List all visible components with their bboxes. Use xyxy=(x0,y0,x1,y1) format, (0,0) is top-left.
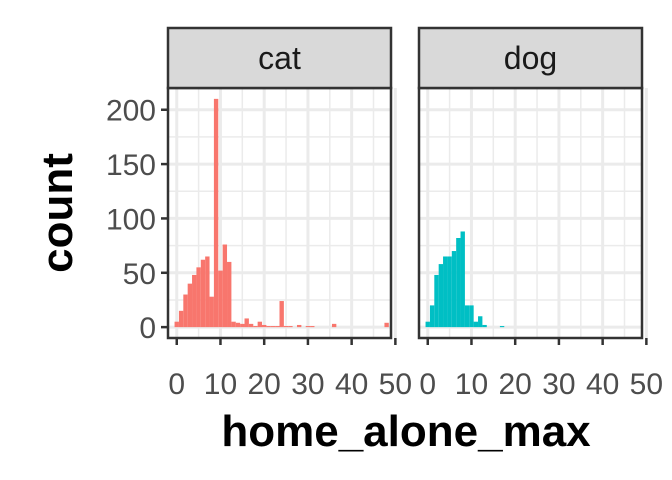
histogram-bar xyxy=(279,301,284,328)
facet-strip-label: dog xyxy=(504,40,557,76)
histogram-bar xyxy=(218,270,223,328)
x-tick-label: 20 xyxy=(248,368,281,401)
y-axis-title: count xyxy=(33,153,82,273)
histogram-bar xyxy=(266,326,271,328)
histogram-bar xyxy=(262,324,267,328)
histogram-bar xyxy=(213,98,219,328)
x-tick-label: 40 xyxy=(335,368,368,401)
histogram-bar xyxy=(384,322,389,328)
y-tick-label: 200 xyxy=(106,95,156,128)
histogram-bar xyxy=(460,231,465,328)
histogram-bar xyxy=(429,305,435,328)
histogram-bar xyxy=(296,324,302,328)
y-axis: 0 50 100 150 200 xyxy=(106,95,168,345)
histogram-bar xyxy=(227,261,232,328)
facet-strip xyxy=(417,26,644,90)
histogram-bar xyxy=(478,316,483,328)
histogram-bar xyxy=(192,274,197,328)
y-tick-label: 50 xyxy=(123,258,156,291)
histogram-bar xyxy=(447,256,452,328)
facet-panel-cat: cat xyxy=(166,26,397,340)
histogram-bar xyxy=(174,321,179,328)
y-tick-label: 150 xyxy=(106,149,156,182)
y-tick-label: 0 xyxy=(139,312,156,345)
histogram-bar xyxy=(283,326,289,328)
histogram-bar xyxy=(178,310,184,328)
x-tick-label: 10 xyxy=(455,368,488,401)
histogram-bar xyxy=(270,326,276,328)
histogram-bar xyxy=(310,326,315,328)
histogram-bar xyxy=(473,321,479,328)
facet-strip-label: cat xyxy=(258,40,301,76)
facet-strip xyxy=(166,26,393,90)
histogram-bar xyxy=(196,267,201,328)
histogram-bar xyxy=(205,256,210,328)
x-tick-label: 10 xyxy=(204,368,237,401)
histogram-bar xyxy=(425,321,430,328)
panels-layer: cat dog xyxy=(166,26,648,340)
x-axis-title: home_alone_max xyxy=(221,407,591,456)
histogram-bar xyxy=(183,294,188,328)
histogram-bar xyxy=(253,326,258,328)
histogram-bar xyxy=(248,323,254,328)
x-tick-label: 30 xyxy=(542,368,575,401)
histogram-bar xyxy=(499,326,505,328)
x-axis: 0 10 20 30 40 50 0 10 20 30 40 50 xyxy=(168,338,663,401)
histogram-bar xyxy=(200,259,206,328)
x-tick-label: 20 xyxy=(499,368,532,401)
histogram-bar xyxy=(231,321,236,328)
histogram-bar xyxy=(331,323,337,328)
histogram-bar xyxy=(257,321,263,328)
x-tick-label: 0 xyxy=(168,368,185,401)
histogram-bar xyxy=(443,256,448,328)
histogram-bar xyxy=(464,305,470,328)
histogram-bar xyxy=(305,326,311,328)
x-tick-label: 50 xyxy=(630,368,663,401)
x-tick-label: 40 xyxy=(586,368,619,401)
histogram-bar xyxy=(451,251,457,328)
y-tick-label: 100 xyxy=(106,203,156,236)
histogram-bar xyxy=(438,264,444,328)
histogram-bar xyxy=(434,274,439,328)
histogram-bar xyxy=(187,283,193,328)
histogram-bar xyxy=(209,296,214,328)
histogram-bar xyxy=(275,326,280,328)
x-tick-label: 30 xyxy=(291,368,324,401)
histogram-bar xyxy=(222,244,228,328)
histogram-bar xyxy=(456,238,461,328)
histogram-bar xyxy=(482,324,487,328)
x-tick-label: 0 xyxy=(419,368,436,401)
histogram-bar xyxy=(288,326,293,328)
histogram-bar xyxy=(235,322,241,328)
histogram-bar xyxy=(240,323,245,328)
facet-panel-dog: dog xyxy=(417,26,648,340)
histogram-bar xyxy=(244,318,249,328)
histogram-bar xyxy=(469,305,474,328)
x-tick-label: 50 xyxy=(379,368,412,401)
